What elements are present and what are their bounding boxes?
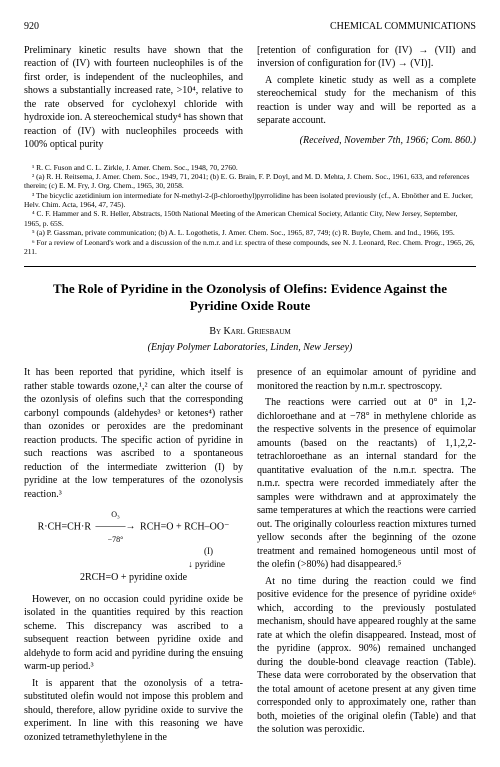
section-divider [24,266,476,267]
references-block: ¹ R. C. Fuson and C. L. Zirkle, J. Amer.… [24,163,476,257]
upper-section: Preliminary kinetic results have shown t… [24,44,476,155]
article-title: The Role of Pyridine in the Ozonolysis o… [44,281,456,315]
reaction-scheme: R·CH=CH·R O₃ ———→ −78° RCH=O + RCH–OO⁻ (… [24,509,243,585]
scheme-reactant: R·CH=CH·R [38,522,91,533]
ref-2: ² (a) R. H. Reitsema, J. Amer. Chem. Soc… [24,172,476,191]
scheme-product1: RCH=O + RCH–OO⁻ [140,522,229,533]
article-left-p3: It is apparent that the ozonolysis of a … [24,677,243,745]
ref-6: ⁶ For a review of Leonard's work and a d… [24,238,476,257]
ref-5: ⁵ (a) P. Gassman, private communication;… [24,228,476,237]
article-left-p2: However, on no occasion could pyridine o… [24,593,243,674]
scheme-product2: 2RCH=O + pyridine oxide [24,571,243,585]
article-body: It has been reported that pyridine, whic… [24,366,476,747]
upper-left-para: Preliminary kinetic results have shown t… [24,44,243,152]
article-right-p2: The reactions were carried out at 0° in … [257,396,476,572]
article-right-p1: presence of an equimolar amount of pyrid… [257,366,476,393]
article-affiliation: (Enjay Polymer Laboratories, Linden, New… [24,341,476,355]
ref-1: ¹ R. C. Fuson and C. L. Zirkle, J. Amer.… [24,163,476,172]
received-line: (Received, November 7th, 1966; Com. 860.… [257,134,476,148]
scheme-temp: −78° [96,534,136,545]
article-author: By Karl Griesbaum [24,325,476,339]
scheme-label-i: (I) [24,545,243,558]
scheme-reagent: O₃ [96,509,136,520]
upper-right-para2: A complete kinetic study as well as a co… [257,74,476,128]
ref-4: ⁴ C. F. Hammer and S. R. Heller, Abstrac… [24,209,476,228]
page-number: 920 [24,20,39,34]
ref-3: ³ The bicyclic azetidinium ion intermedi… [24,191,476,210]
upper-right-para1: [retention of configuration for (IV) → (… [257,44,476,71]
journal-name: CHEMICAL COMMUNICATIONS [330,20,476,34]
scheme-arrow-down: ↓ pyridine [24,558,243,571]
article-right-p3: At no time during the reaction could we … [257,575,476,737]
article-left-p1: It has been reported that pyridine, whic… [24,366,243,501]
